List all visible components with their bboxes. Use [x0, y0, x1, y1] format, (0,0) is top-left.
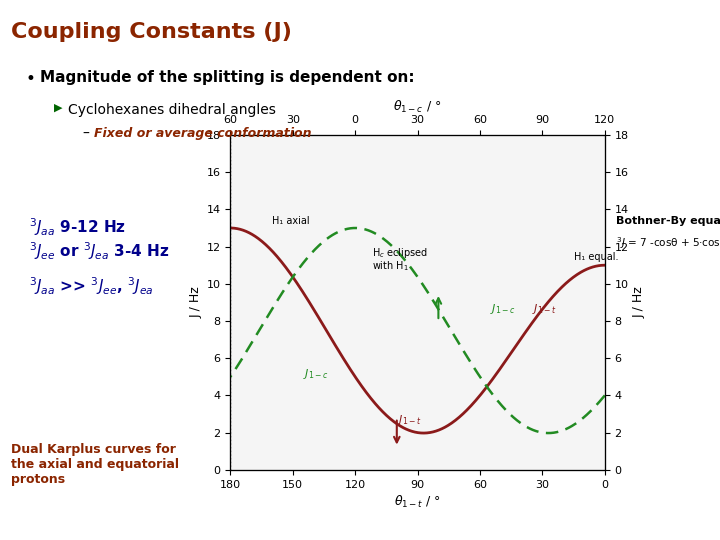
Text: •: •	[25, 70, 35, 88]
Y-axis label: J / Hz: J / Hz	[189, 287, 202, 318]
Text: $J_{1-t}$: $J_{1-t}$	[532, 302, 557, 316]
X-axis label: $\theta_{1-c}$ / °: $\theta_{1-c}$ / °	[393, 99, 442, 115]
Text: $J_{1-t}$: $J_{1-t}$	[397, 413, 422, 427]
Text: Dual Karplus curves for
the axial and equatorial
protons: Dual Karplus curves for the axial and eq…	[11, 443, 179, 486]
Text: Magnitude of the splitting is dependent on:: Magnitude of the splitting is dependent …	[40, 70, 414, 85]
Text: $J_{1-c}$: $J_{1-c}$	[303, 367, 329, 381]
Text: Fixed or average conformation: Fixed or average conformation	[94, 127, 311, 140]
Text: $^3J_{aa}$ >> $^3J_{ee}$, $^3J_{ea}$: $^3J_{aa}$ >> $^3J_{ee}$, $^3J_{ea}$	[29, 275, 153, 297]
Text: H₁ axial: H₁ axial	[272, 217, 310, 226]
Text: $^3J_{aa}$ 9-12 Hz: $^3J_{aa}$ 9-12 Hz	[29, 216, 126, 238]
Text: Cyclohexanes dihedral angles: Cyclohexanes dihedral angles	[68, 103, 276, 117]
X-axis label: $\theta_{1-t}$ / °: $\theta_{1-t}$ / °	[394, 494, 441, 510]
Text: with H$_1$: with H$_1$	[372, 259, 409, 273]
Text: H₁ equal.: H₁ equal.	[574, 252, 618, 261]
Text: Coupling Constants (J): Coupling Constants (J)	[11, 22, 292, 42]
Y-axis label: J / Hz: J / Hz	[633, 287, 646, 318]
Text: $^3J_{ee}$ or $^3J_{ea}$ 3-4 Hz: $^3J_{ee}$ or $^3J_{ea}$ 3-4 Hz	[29, 240, 169, 262]
Text: $^3J$ = 7 -cosθ + 5·cos 2θ: $^3J$ = 7 -cosθ + 5·cos 2θ	[616, 235, 720, 251]
Text: ▶: ▶	[54, 103, 63, 113]
Text: Bothner-By equation: Bothner-By equation	[616, 216, 720, 226]
Text: –: –	[83, 127, 90, 141]
Text: H$_c$ eclipsed: H$_c$ eclipsed	[372, 246, 428, 260]
Text: $J_{1-c}$: $J_{1-c}$	[490, 302, 516, 316]
